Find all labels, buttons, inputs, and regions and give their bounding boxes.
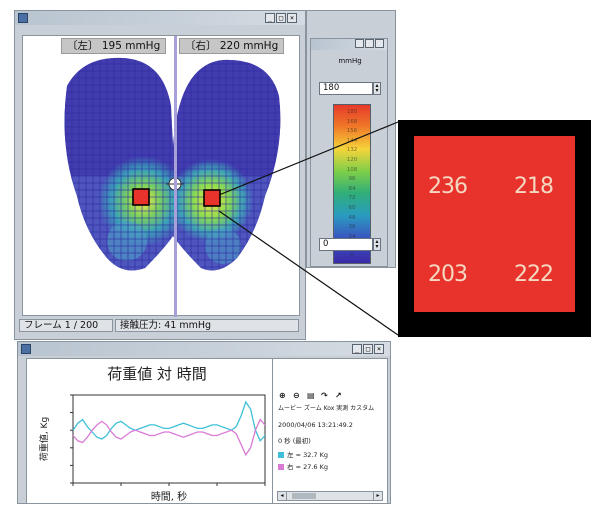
app-icon[interactable] (18, 13, 28, 23)
maximize-icon[interactable]: □ (276, 13, 286, 23)
graph-window-controls: _ □ × (352, 344, 384, 354)
minimize-icon[interactable]: _ (265, 13, 275, 23)
graph-app-icon[interactable] (21, 344, 31, 354)
scale-close-icon[interactable] (375, 39, 384, 48)
pressure-map-svg (64, 57, 281, 271)
save-icon[interactable]: ▤ (307, 391, 315, 400)
chart-title: 荷重値 対 時間 (107, 365, 207, 383)
scale-tick-label: 96 (348, 176, 356, 183)
map-statusbar: フレーム 1 / 200 接触圧力: 41 mmHg (17, 318, 302, 333)
scale-tick-label: 0 (350, 253, 354, 259)
pan-icon[interactable]: ↷ (321, 391, 328, 400)
pressure-cells (64, 57, 281, 271)
scale-tick-label: 60 (348, 205, 356, 211)
scale-min-stepper[interactable]: ▴ ▾ (373, 238, 381, 251)
contact-pressure: 接触圧力: 41 mmHg (115, 319, 299, 332)
legend-swatch-magenta (278, 464, 284, 470)
scroll-thumb[interactable] (292, 493, 316, 499)
hotspot-left-marker (132, 188, 150, 206)
series-line (72, 400, 266, 442)
graph-close-icon[interactable]: × (374, 344, 384, 354)
close-icon[interactable]: × (287, 13, 297, 23)
scale-min-input[interactable]: 0 (319, 238, 373, 251)
scale-tick-label: 180 (346, 109, 358, 115)
zoom-value: 236 (428, 174, 468, 199)
left-peak-label: 〔左〕 195 mmHg (61, 38, 167, 54)
scale-minimize-icon[interactable] (355, 39, 364, 48)
scale-max-stepper[interactable]: ▴ ▾ (373, 82, 381, 95)
scale-max-input[interactable]: 180 (319, 82, 373, 95)
y-axis-label: 荷重値, Kg (38, 417, 50, 461)
zoom-hotspot-cells: 236 218 203 222 (414, 136, 575, 312)
graph-window-titlebar[interactable]: _ □ × (18, 342, 390, 356)
scale-tick-label: 120 (346, 157, 358, 163)
scale-maximize-icon[interactable] (365, 39, 374, 48)
info-panel: ⊕ ⊖ ▤ ↷ ↗ ムービー ズーム Kox 実測 カスタム 2000/04/0… (272, 358, 388, 504)
graph-minimize-icon[interactable]: _ (352, 344, 362, 354)
hotspot-right-marker (203, 189, 221, 207)
zoom-value: 222 (514, 262, 554, 287)
export-icon[interactable]: ↗ (335, 391, 342, 400)
scale-tick-label: 156 (346, 128, 358, 135)
zoom-in-icon[interactable]: ⊕ (279, 391, 286, 400)
force-chart-panel: 荷重値 対 時間時間, 秒 荷重値, Kg (26, 358, 274, 504)
legend-right-label: 右 = 27.6 Kg (287, 463, 329, 471)
scale-tick-label: 108 (346, 166, 358, 173)
frame-counter: フレーム 1 / 200 (19, 319, 113, 332)
zoom-value: 203 (428, 262, 468, 287)
scale-unit: mmHg (338, 57, 362, 65)
zoom-value: 218 (514, 174, 554, 199)
scale-window-controls (355, 39, 384, 49)
right-peak-label: 〔右〕 220 mmHg (179, 38, 285, 54)
window-controls: _ □ × (265, 13, 297, 23)
left-right-divider (174, 36, 177, 317)
scale-tick-label: 72 (348, 195, 356, 202)
legend-left: 左 = 32.7 Kg (278, 449, 328, 459)
map-window-titlebar[interactable]: _ □ × (15, 11, 305, 25)
scroll-right-icon[interactable]: ▸ (373, 492, 382, 500)
legend-left-label: 左 = 32.7 Kg (287, 451, 329, 459)
scale-tick-label: 144 (346, 137, 358, 144)
scale-tick-label: 84 (348, 185, 356, 192)
x-axis-label: 時間, 秒 (151, 490, 187, 503)
color-scale-window: mmHg 180 ▴ ▾ 180 168 156 144 132 120 108 96 84 72 6… (310, 38, 388, 267)
force-graph-window: _ □ × 荷重値 対 時間時間, 秒 荷重値, Kg ⊕ ⊖ ▤ ↷ ↗ ムービ… (17, 341, 391, 504)
zoom-out-icon[interactable]: ⊖ (293, 391, 300, 400)
legend-swatch-cyan (278, 452, 284, 458)
scale-tick-label: 132 (346, 147, 358, 154)
graph-maximize-icon[interactable]: □ (363, 344, 373, 354)
scroll-left-icon[interactable]: ◂ (278, 492, 287, 500)
tool-labels: ムービー ズーム Kox 実測 カスタム (278, 405, 375, 412)
pressure-map-canvas[interactable]: 〔左〕 195 mmHg 〔右〕 220 mmHg (22, 35, 300, 317)
horizontal-scrollbar[interactable]: ◂ ▸ (277, 491, 383, 501)
zoom-panel: 236 218 203 222 (398, 120, 591, 337)
scale-titlebar[interactable] (311, 39, 387, 50)
series-line (72, 418, 266, 457)
plot-frame (72, 394, 266, 484)
legend-right: 右 = 27.6 Kg (278, 461, 328, 471)
frame-time: 0 秒 (最初) (278, 437, 311, 445)
scale-tick-label: 48 (348, 214, 356, 221)
scale-tick-label: 168 (346, 118, 358, 125)
scale-tick-label: 36 (348, 224, 356, 231)
timestamp: 2000/04/06 13:21:49.2 (278, 421, 353, 429)
